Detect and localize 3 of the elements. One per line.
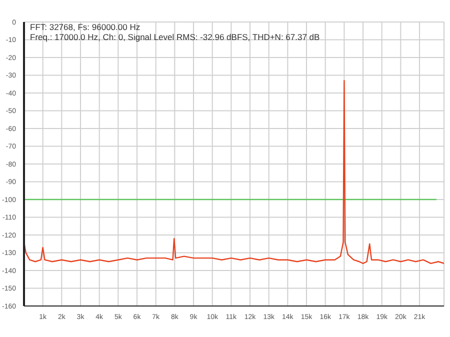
annotation: Freq.: 17000.0 Hz, Ch: 0, Signal Level RMS: -32.96 dBFS, THD+N: 67.37 dB	[30, 32, 320, 42]
line-series	[24, 80, 444, 264]
annotation: FFT: 32768, Fs: 96000.00 Hz	[30, 22, 142, 32]
